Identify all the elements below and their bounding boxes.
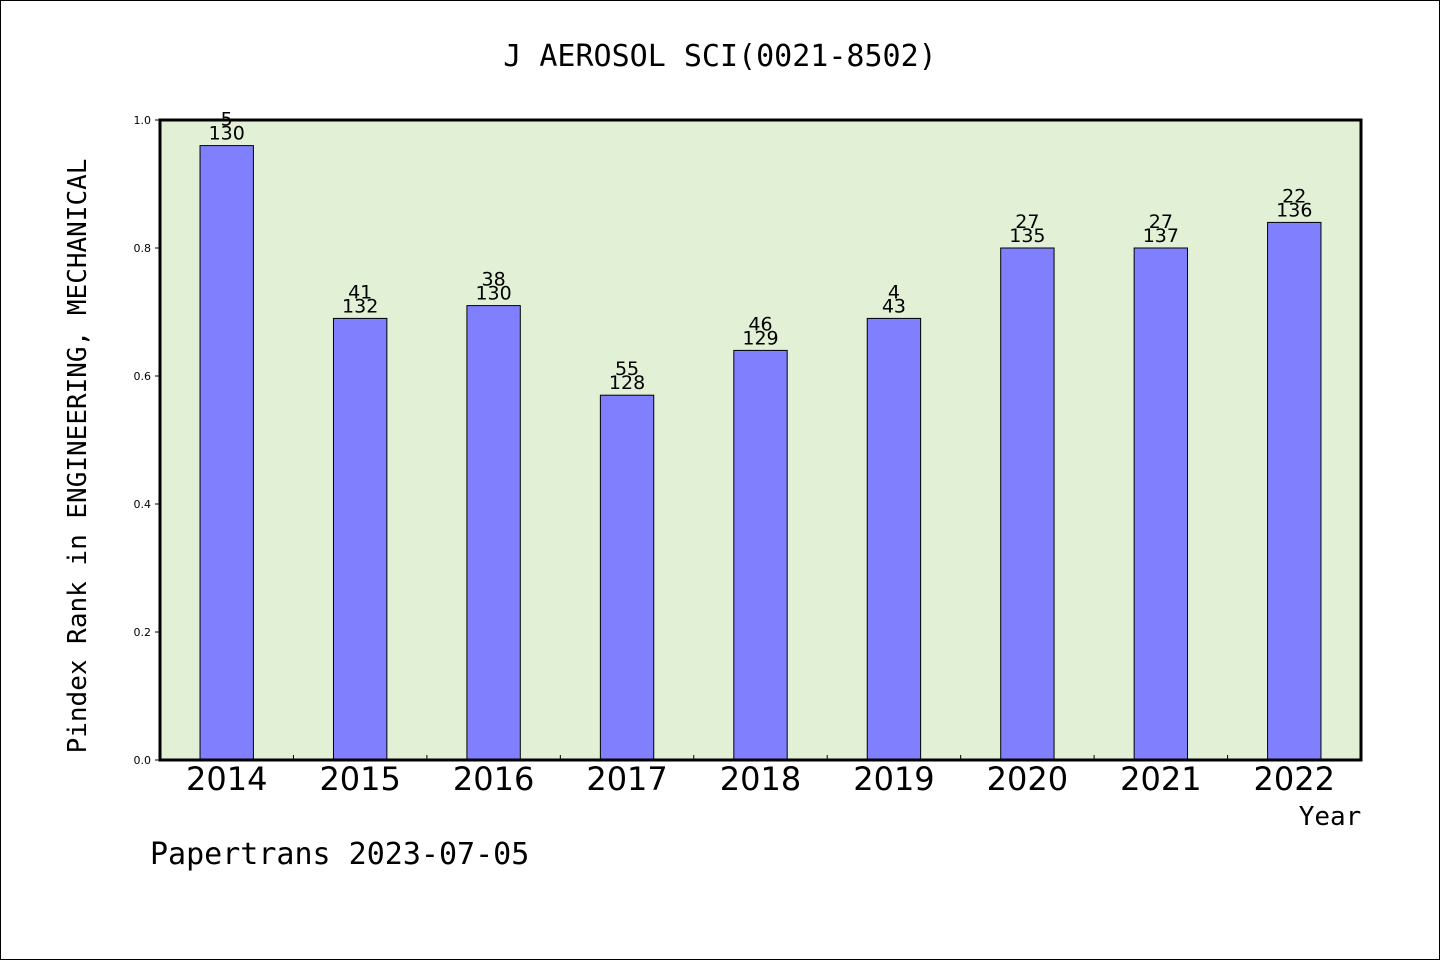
bar-rank-label-2017: 55 (615, 358, 639, 380)
bar-total-label-2015: 132 (342, 295, 378, 317)
x-tick-label-2015: 2015 (319, 760, 400, 798)
y-axis-ticks: 0.0 0.2 0.4 0.6 0.8 1.0 (134, 114, 160, 767)
watermark-text: Papertrans 2023-07-05 (150, 837, 529, 872)
x-tick-label-2021: 2021 (1120, 760, 1201, 798)
x-tick-label-2016: 2016 (453, 760, 534, 798)
bar-2020 (1000, 247, 1055, 761)
bar-2016 (466, 305, 521, 761)
y-axis-label: Pindex Rank in ENGINEERING, MECHANICAL (63, 159, 93, 754)
bar-total-label-2017: 128 (609, 372, 645, 394)
y-tick-label-5: 1.0 (134, 114, 152, 127)
plot-border (158, 118, 1363, 762)
bar-total-label-2018: 129 (742, 327, 778, 349)
y-tick-label-3: 0.6 (134, 370, 152, 383)
bar-2015 (332, 317, 388, 761)
bar-total-label-2014: 130 (209, 123, 245, 145)
bar-2021 (1133, 247, 1189, 761)
bar-rank-label-2018: 46 (748, 313, 772, 335)
x-tick-label-2017: 2017 (586, 760, 667, 798)
x-tick-label-2019: 2019 (853, 760, 934, 798)
x-axis-ticks: 2014 2015 2016 2017 2018 2019 2020 2021 2022 (186, 755, 1335, 798)
y-tick-label-2: 0.4 (134, 498, 152, 511)
bar-rank-label-2020: 27 (1015, 211, 1039, 233)
bar-2018 (733, 349, 788, 761)
bar-total-label-2022: 136 (1276, 199, 1312, 221)
x-axis-label: Year (1299, 802, 1362, 832)
bar-rank-label-2021: 27 (1149, 211, 1173, 233)
y-tick-label-0: 0.0 (134, 754, 152, 767)
bar-2017 (599, 394, 655, 761)
chart-title: J AEROSOL SCI(0021-8502) (503, 39, 936, 74)
bar-2014 (199, 145, 254, 761)
bars-group: 5130411323813055128461294432713527137221… (199, 109, 1322, 761)
bar-2022 (1267, 221, 1322, 761)
bar-rank-label-2016: 38 (482, 269, 506, 291)
x-tick-label-2022: 2022 (1254, 760, 1335, 798)
x-tick-label-2018: 2018 (720, 760, 801, 798)
bar-total-label-2016: 130 (475, 283, 511, 305)
y-tick-label-4: 0.8 (134, 242, 152, 255)
bar-rank-label-2022: 22 (1282, 185, 1306, 207)
x-tick-label-2020: 2020 (987, 760, 1068, 798)
bar-total-label-2020: 135 (1009, 225, 1045, 247)
y-tick-label-1: 0.2 (134, 626, 152, 639)
bar-rank-label-2015: 41 (348, 281, 372, 303)
bar-total-label-2021: 137 (1143, 225, 1179, 247)
bar-total-label-2019: 43 (882, 295, 906, 317)
bar-2019 (866, 317, 922, 761)
bar-rank-label-2019: 4 (888, 281, 900, 303)
x-tick-label-2014: 2014 (186, 760, 267, 798)
